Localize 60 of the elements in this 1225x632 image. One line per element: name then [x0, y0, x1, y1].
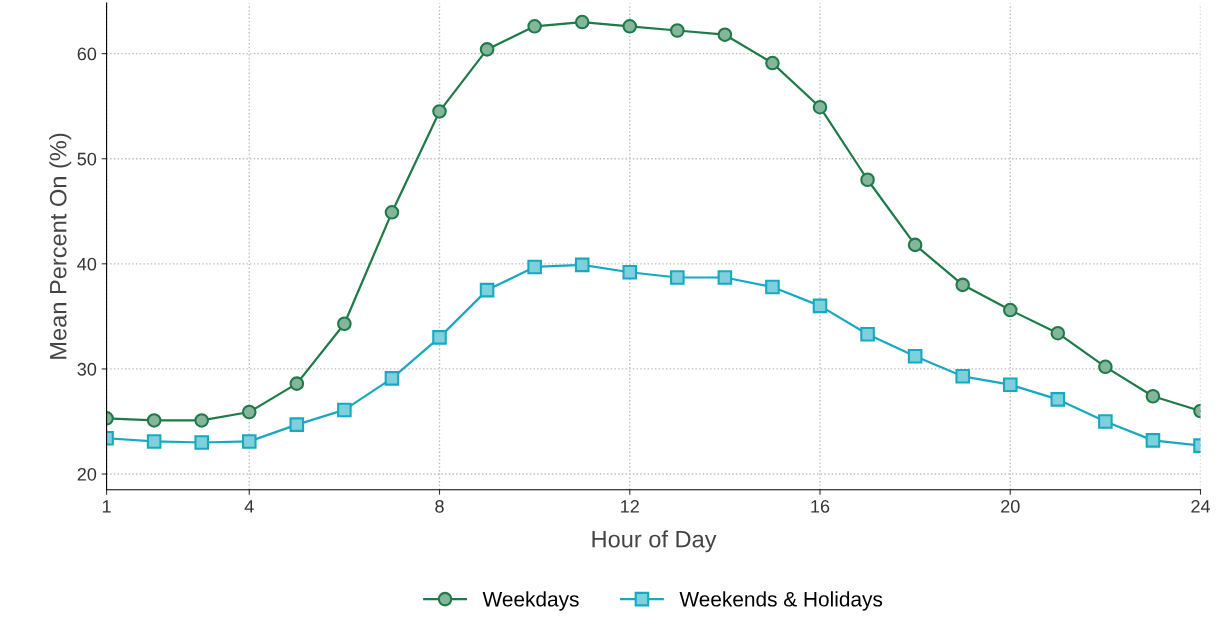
point: [337, 402, 352, 418]
point: [765, 279, 780, 295]
point: [289, 417, 305, 432]
point: [1002, 377, 1018, 392]
point: [527, 18, 542, 34]
point: [146, 413, 162, 428]
point: [717, 27, 733, 42]
x-tick-label: 20: [1001, 500, 1020, 513]
point: [337, 316, 352, 332]
point: [1050, 392, 1066, 407]
point: [384, 371, 400, 386]
point: [622, 264, 638, 280]
point: [670, 270, 685, 285]
point: [670, 23, 685, 38]
x-axis-title: Hour of Day: [592, 530, 717, 553]
point: [194, 413, 209, 428]
point: [1098, 414, 1113, 429]
point: [622, 18, 638, 34]
x-tick-label: 1: [102, 500, 111, 513]
y-tick-label: 50: [77, 152, 97, 166]
point: [955, 369, 970, 384]
point: [907, 349, 923, 364]
point: [860, 326, 875, 342]
point: [479, 282, 495, 298]
legend-label: Weekends & Holidays: [679, 591, 883, 611]
point: [765, 55, 780, 71]
point: [527, 259, 542, 275]
x-tick-label: 24: [1191, 500, 1211, 513]
x-tick-label: 8: [435, 500, 444, 513]
point: [812, 298, 828, 314]
point: [717, 270, 733, 285]
y-tick-label: 60: [77, 47, 97, 61]
point: [955, 277, 970, 293]
point: [241, 404, 257, 420]
point: [1145, 433, 1161, 448]
point: [574, 14, 590, 30]
y-tick-label: 40: [77, 257, 97, 271]
point: [860, 172, 875, 188]
point: [1002, 302, 1018, 318]
point: [479, 42, 495, 57]
point: [1098, 359, 1113, 375]
y-tick-label: 20: [77, 467, 97, 481]
y-axis-title: Mean Percent On (%): [49, 133, 72, 359]
x-tick-label: 12: [621, 500, 639, 513]
x-tick-label: 4: [244, 500, 254, 513]
point: [1050, 325, 1066, 341]
point: [194, 435, 209, 450]
point: [146, 434, 162, 449]
legend-label: Weekdays: [482, 591, 579, 611]
point: [812, 99, 828, 115]
point: [241, 434, 257, 449]
point: [432, 104, 447, 119]
point: [432, 330, 447, 345]
x-tick-label: 16: [811, 500, 830, 513]
point: [1145, 388, 1161, 404]
point: [907, 237, 923, 253]
point: [289, 376, 305, 391]
point: [574, 257, 590, 273]
y-tick-label: 30: [77, 362, 97, 376]
point: [384, 205, 400, 220]
